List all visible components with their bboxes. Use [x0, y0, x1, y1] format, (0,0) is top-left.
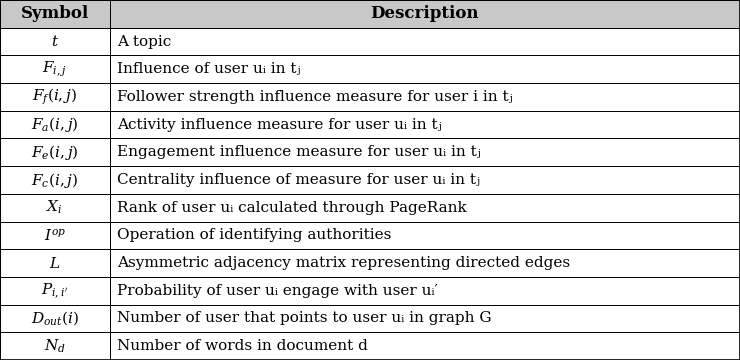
Text: $F_e(i,j)$: $F_e(i,j)$: [31, 143, 78, 162]
Bar: [110, 305, 740, 332]
Bar: [0, 55, 110, 83]
Text: A topic: A topic: [117, 35, 171, 49]
Text: Activity influence measure for user uᵢ in tⱼ: Activity influence measure for user uᵢ i…: [117, 118, 442, 132]
Bar: [110, 0, 740, 28]
Bar: [0, 139, 110, 166]
Text: Operation of identifying authorities: Operation of identifying authorities: [117, 228, 391, 242]
Bar: [0, 166, 110, 194]
Bar: [0, 0, 110, 28]
Text: Rank of user uᵢ calculated through PageRank: Rank of user uᵢ calculated through PageR…: [117, 201, 467, 215]
Bar: [0, 28, 110, 55]
Text: $F_{i,j}$: $F_{i,j}$: [42, 60, 67, 79]
Bar: [110, 277, 740, 305]
Bar: [0, 332, 110, 360]
Bar: [110, 166, 740, 194]
Text: Asymmetric adjacency matrix representing directed edges: Asymmetric adjacency matrix representing…: [117, 256, 570, 270]
Text: $L$: $L$: [49, 256, 61, 271]
Bar: [110, 28, 740, 55]
Bar: [0, 221, 110, 249]
Text: Symbol: Symbol: [21, 5, 89, 22]
Bar: [0, 249, 110, 277]
Bar: [0, 111, 110, 139]
Text: Number of words in document d: Number of words in document d: [117, 339, 368, 353]
Bar: [110, 194, 740, 221]
Text: $D_{out}(i)$: $D_{out}(i)$: [31, 310, 78, 327]
Bar: [110, 332, 740, 360]
Text: Engagement influence measure for user uᵢ in tⱼ: Engagement influence measure for user uᵢ…: [117, 145, 481, 159]
Text: Description: Description: [371, 5, 479, 22]
Text: Influence of user uᵢ in tⱼ: Influence of user uᵢ in tⱼ: [117, 62, 300, 76]
Bar: [110, 83, 740, 111]
Bar: [110, 55, 740, 83]
Bar: [0, 83, 110, 111]
Text: Follower strength influence measure for user i in tⱼ: Follower strength influence measure for …: [117, 90, 513, 104]
Text: $F_c(i,j)$: $F_c(i,j)$: [31, 171, 78, 189]
Bar: [110, 111, 740, 139]
Bar: [110, 139, 740, 166]
Bar: [0, 194, 110, 221]
Bar: [110, 221, 740, 249]
Bar: [0, 305, 110, 332]
Bar: [0, 277, 110, 305]
Text: Probability of user uᵢ engage with user uᵢ′: Probability of user uᵢ engage with user …: [117, 284, 438, 298]
Text: $t$: $t$: [50, 34, 59, 49]
Text: Number of user that points to user uᵢ in graph G: Number of user that points to user uᵢ in…: [117, 311, 491, 325]
Text: $I^{op}$: $I^{op}$: [44, 228, 66, 243]
Bar: [110, 249, 740, 277]
Text: $P_{i,i'}$: $P_{i,i'}$: [41, 281, 69, 301]
Text: $F_f(i,j)$: $F_f(i,j)$: [32, 87, 78, 107]
Text: Centrality influence of measure for user uᵢ in tⱼ: Centrality influence of measure for user…: [117, 173, 480, 187]
Text: $N_d$: $N_d$: [44, 337, 66, 355]
Text: $X_i$: $X_i$: [47, 199, 63, 216]
Text: $F_a(i,j)$: $F_a(i,j)$: [31, 115, 78, 134]
